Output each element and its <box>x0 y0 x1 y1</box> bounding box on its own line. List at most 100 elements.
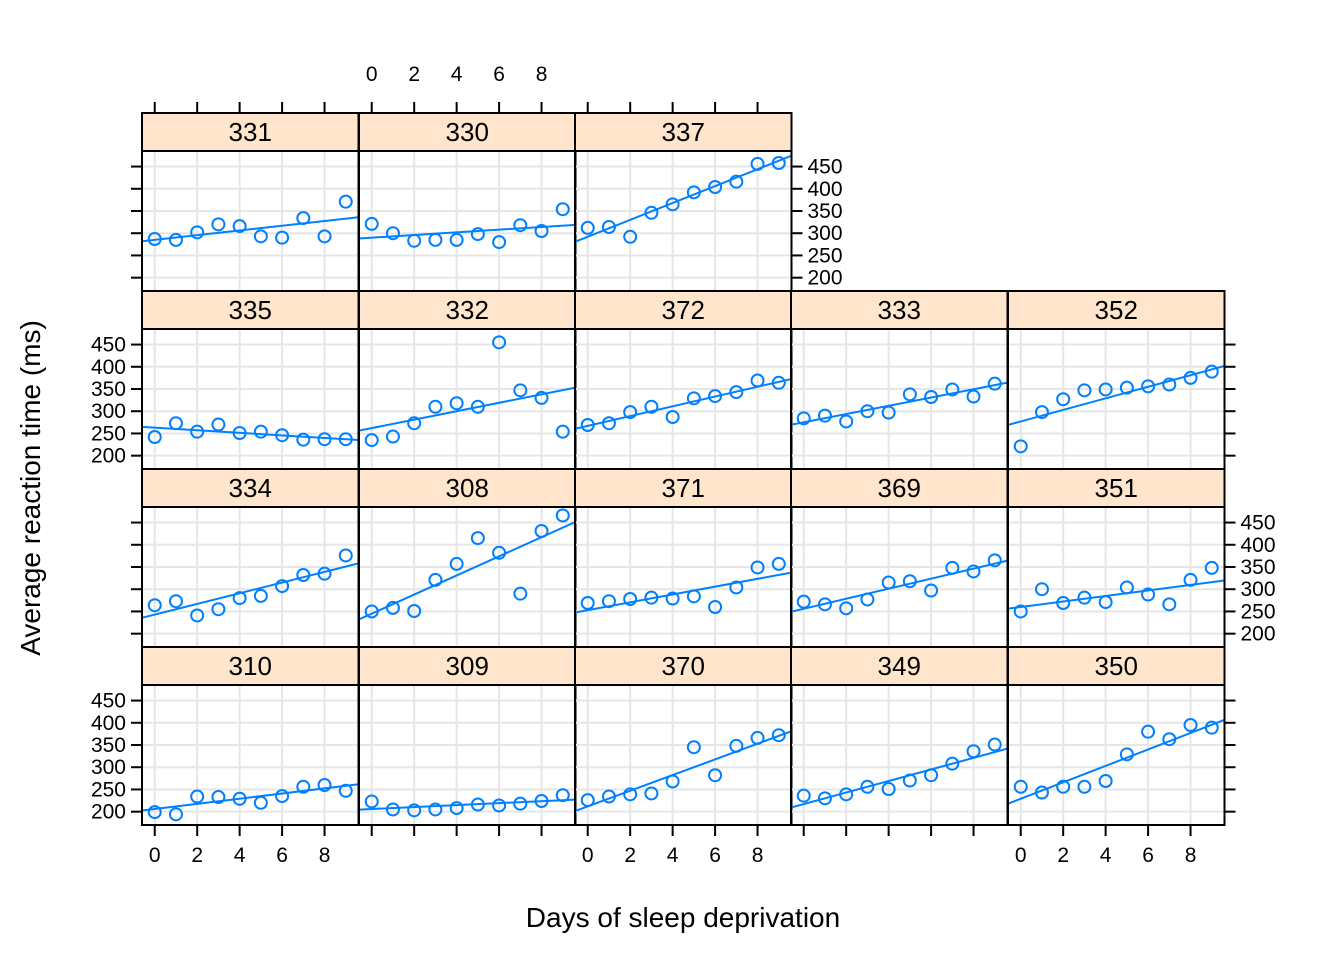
x-tick-label: 6 <box>709 844 721 867</box>
data-point <box>580 220 595 235</box>
fit-line <box>575 154 792 243</box>
strip-label: 371 <box>662 473 705 503</box>
data-point <box>385 429 400 444</box>
x-tick-label: 2 <box>408 63 420 86</box>
data-point <box>665 774 680 789</box>
strip-label: 330 <box>446 117 489 147</box>
data-point <box>338 194 353 209</box>
data-point <box>147 430 162 444</box>
data-point <box>385 600 400 615</box>
data-point <box>817 791 832 806</box>
strip-label: 369 <box>878 473 921 503</box>
data-point <box>211 790 226 804</box>
data-point <box>428 399 443 414</box>
data-point <box>190 789 205 804</box>
data-point <box>470 797 485 812</box>
y-tick-label: 200 <box>808 267 843 290</box>
data-point <box>534 390 549 405</box>
data-point <box>796 788 811 803</box>
data-point <box>902 574 917 589</box>
y-tick-label: 200 <box>91 801 126 824</box>
data-point <box>729 580 744 595</box>
data-point <box>275 789 290 804</box>
data-point <box>1056 392 1071 407</box>
data-point <box>168 807 183 822</box>
data-point <box>1098 382 1113 397</box>
data-point <box>1141 379 1156 394</box>
x-tick-label: 0 <box>1015 844 1027 867</box>
data-point <box>839 414 854 429</box>
data-point <box>1162 732 1177 747</box>
data-point <box>232 591 247 606</box>
data-point <box>470 227 485 242</box>
panel-330: 330 <box>358 112 577 292</box>
x-tick-label: 0 <box>366 63 378 86</box>
data-point <box>750 730 765 745</box>
data-point <box>708 180 723 194</box>
x-tick-label: 6 <box>493 63 505 86</box>
panel-309: 309 <box>358 646 577 826</box>
x-tick-label: 8 <box>1185 844 1197 867</box>
panel-frame <box>1007 684 1226 826</box>
panel-349: 349 <box>790 646 1009 826</box>
data-point <box>253 588 268 603</box>
data-point <box>987 553 1002 568</box>
y-tick-label: 400 <box>1241 534 1276 557</box>
data-point <box>190 608 205 623</box>
data-point <box>190 424 205 439</box>
y-tick-label: 200 <box>1241 623 1276 646</box>
y-axis-title: Average reaction time (ms) <box>15 320 46 656</box>
data-point <box>534 794 549 808</box>
fit-line <box>359 386 576 432</box>
x-tick-label: 0 <box>149 844 161 867</box>
data-point <box>1077 779 1092 794</box>
data-point <box>686 740 701 755</box>
data-point <box>1204 720 1219 735</box>
data-point <box>1183 572 1198 587</box>
data-point <box>211 602 226 617</box>
x-tick-label: 0 <box>582 844 594 867</box>
data-point <box>317 566 332 581</box>
panel-351: 351 <box>1007 468 1226 648</box>
fit-line <box>142 562 359 619</box>
panel-335: 335 <box>141 290 360 470</box>
data-point <box>644 205 659 220</box>
data-point <box>750 373 765 388</box>
strip-label: 333 <box>878 295 921 325</box>
data-point <box>232 791 247 806</box>
panel-frame <box>574 506 793 648</box>
data-point <box>945 560 960 575</box>
data-point <box>796 594 811 609</box>
data-point <box>1141 724 1156 739</box>
data-point <box>1013 439 1028 454</box>
data-point <box>945 756 960 771</box>
data-point <box>253 424 268 439</box>
strip-background <box>1007 646 1226 686</box>
data-point <box>555 424 570 439</box>
data-point <box>1162 597 1177 612</box>
strip-background <box>790 468 1009 508</box>
panel-frame <box>790 328 1009 470</box>
data-point <box>665 410 680 424</box>
data-point <box>407 604 422 618</box>
y-tick-label: 300 <box>91 756 126 779</box>
fit-line <box>1008 718 1225 805</box>
fit-line <box>791 747 1008 809</box>
data-point <box>1204 364 1219 379</box>
data-point <box>839 787 854 802</box>
data-point <box>253 229 268 244</box>
data-point <box>686 589 701 604</box>
data-point <box>492 335 507 350</box>
data-point <box>147 232 162 246</box>
panel-frame <box>1007 328 1226 470</box>
data-point <box>881 782 896 796</box>
data-point <box>580 596 595 610</box>
panel-350: 350 <box>1007 646 1226 826</box>
data-point <box>771 556 786 571</box>
fit-line <box>142 783 359 812</box>
data-point <box>729 174 744 189</box>
data-point <box>364 604 379 619</box>
strip-label: 352 <box>1095 295 1138 325</box>
x-tick-label: 4 <box>451 63 463 86</box>
data-point <box>296 568 311 582</box>
